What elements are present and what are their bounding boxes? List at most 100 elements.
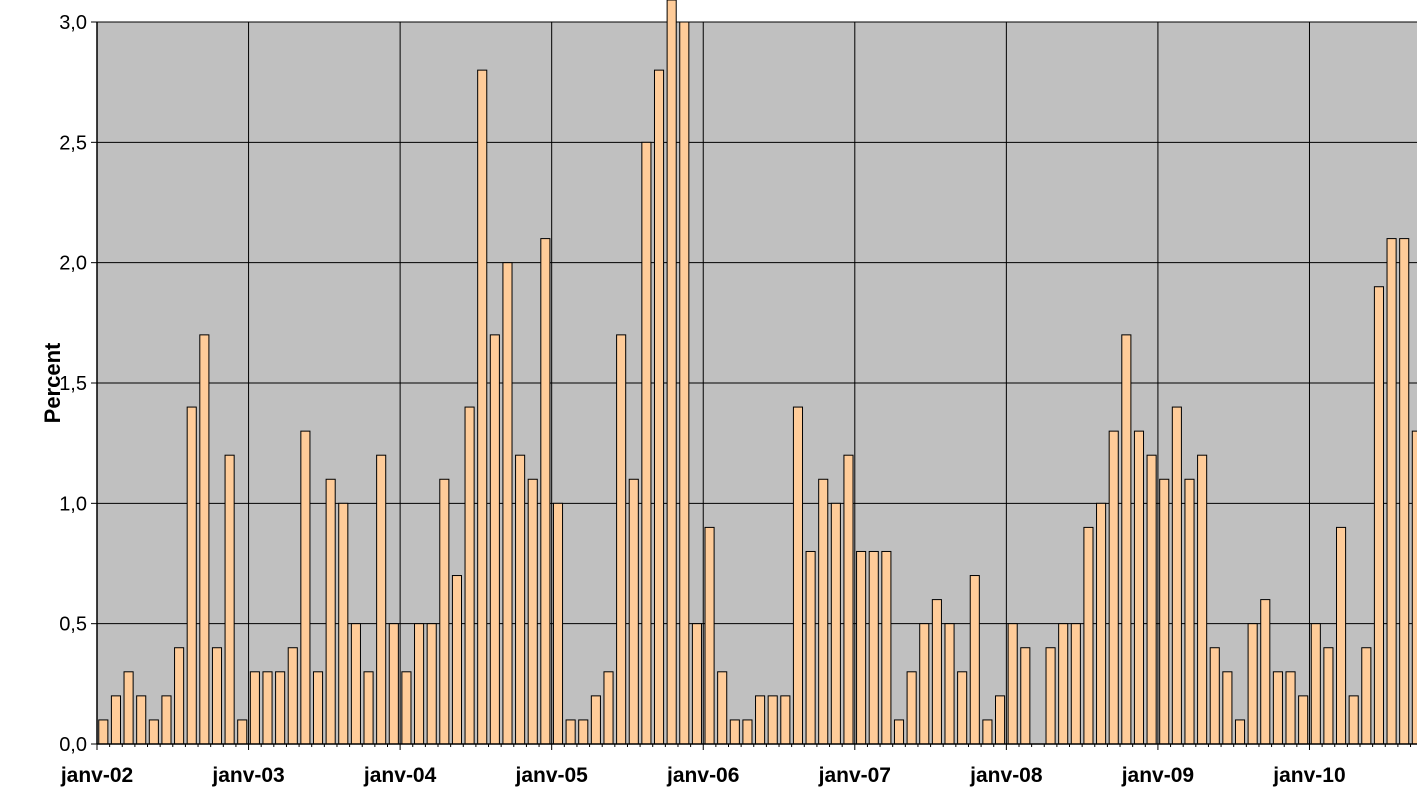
bar [1373,286,1384,745]
bar [893,719,905,745]
bar [1361,647,1372,745]
bar [982,719,993,745]
y-tick-label: 0,5 [59,614,87,636]
x-tick-label: janv-03 [211,764,284,787]
bar [325,478,336,745]
bar [1336,526,1347,745]
y-tick-label: 1,0 [59,493,87,515]
bar [363,671,374,745]
bar [1209,647,1220,745]
bar [1222,671,1233,745]
bar [1386,238,1397,745]
bar [755,695,766,745]
bar [653,69,665,745]
y-axis-title: Percent [40,342,65,423]
bar [426,623,437,745]
bar [969,575,980,745]
x-tick-label: janv-02 [60,764,133,787]
bar [1411,430,1417,745]
bar [136,695,147,745]
bar [704,526,715,745]
bar [1272,671,1283,745]
bar [1298,695,1309,745]
bar [527,478,538,745]
bar [919,623,930,745]
x-tick-label: janv-07 [818,764,891,787]
bar [1121,334,1132,745]
x-tick-label: janv-05 [514,764,588,787]
bar [300,430,311,745]
y-tick-label: 1,5 [59,373,87,395]
y-tick-label: 0,0 [59,734,87,756]
bar [565,719,576,745]
bar [1197,454,1208,745]
bar [780,695,791,745]
bar [679,21,690,745]
bar [641,141,652,745]
x-tick-label: janv-08 [969,764,1043,787]
bar [931,599,942,745]
x-tick-labels: janv-02 janv-03 janv-04 janv-05 janv-06 janv-… [60,744,1412,787]
bar [628,478,639,745]
bar [1108,430,1119,745]
bar [110,695,121,745]
bar [148,719,159,745]
bar [856,550,867,745]
bar [742,719,753,745]
bar [578,719,589,745]
bar [98,719,109,745]
bar [717,671,728,745]
bar [451,575,463,745]
bars [98,0,1417,745]
x-tick-label: janv-09 [1121,764,1194,787]
gridlines [97,21,1417,744]
bar [1096,502,1107,745]
y-tick-labels: 0,0 0,5 1,0 1,5 2,0 2,5 3,0 [59,12,97,756]
bar [1133,430,1145,745]
bar [123,671,134,745]
bar [881,550,892,745]
bar [805,550,816,745]
bar [818,478,829,745]
bar [1399,238,1410,745]
bar [388,623,399,745]
bar [590,695,601,745]
bar [338,502,349,745]
x-tick-label: janv-04 [363,764,437,787]
bar [464,406,475,745]
bar [287,647,298,745]
bar [616,334,627,745]
bar [792,406,804,745]
bar [868,550,879,745]
y-tick-label: 2,0 [59,253,87,275]
bar [906,671,917,745]
bar [552,502,564,745]
bar [729,719,740,745]
bar [994,695,1006,745]
x-tick-label: janv-06 [666,764,739,787]
bar [237,719,248,745]
bar [1184,478,1195,745]
bar [401,671,412,745]
bar [502,262,513,745]
bar [767,695,778,745]
bar [414,623,425,745]
bar [376,454,387,745]
y-tick-label: 3,0 [59,12,87,34]
bar [312,671,324,745]
bar [691,623,702,745]
bar [439,478,450,745]
bar [1159,478,1170,745]
bar [262,671,273,745]
bar [944,623,955,745]
bar [957,671,968,745]
bar [1020,647,1031,745]
bar [540,238,551,745]
bar [211,647,223,745]
bar [830,502,841,745]
bar [1070,623,1081,745]
bar [1323,647,1334,745]
bar [1007,623,1018,745]
bar [843,454,854,745]
